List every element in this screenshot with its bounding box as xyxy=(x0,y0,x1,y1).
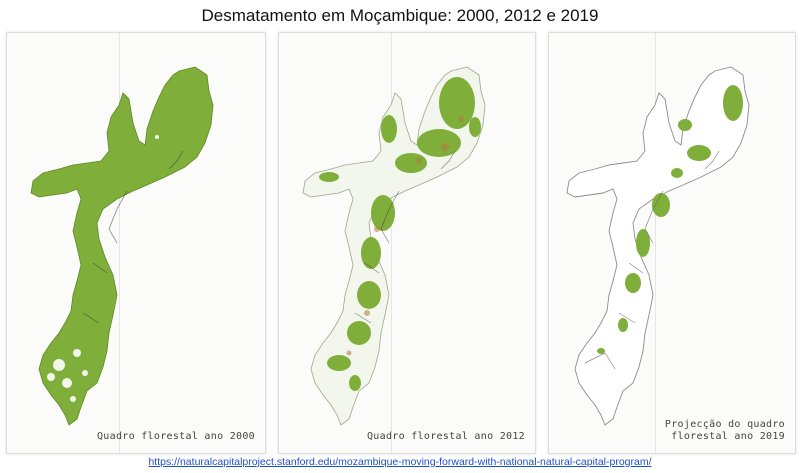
source-citation: https://naturalcapitalproject.stanford.e… xyxy=(0,456,800,468)
map-panel-2012: Quadro florestal ano 2012 xyxy=(278,32,536,454)
caption-line: Projecção do quadro xyxy=(664,419,785,430)
map-caption-2000: Quadro florestal ano 2000 xyxy=(97,431,255,443)
map-caption-2019: Projecção do quadro florestal ano 2019 xyxy=(665,419,785,443)
map-panel-2019: Projecção do quadro florestal ano 2019 xyxy=(548,32,796,454)
province-borders xyxy=(354,150,456,324)
mozambique-map-2019 xyxy=(566,66,750,426)
degraded-patches-2012 xyxy=(346,116,464,356)
map-grid-line xyxy=(391,33,392,453)
caption-line: Quadro florestal ano 2000 xyxy=(96,431,255,442)
caption-line: Quadro florestal ano 2012 xyxy=(366,431,525,442)
forest-patches-2019 xyxy=(597,85,743,354)
map-panel-2000: Quadro florestal ano 2000 xyxy=(6,32,266,454)
forest-patches-2012 xyxy=(319,77,481,391)
map-grid-line xyxy=(655,33,656,453)
deforestation-patches-2000 xyxy=(44,135,159,402)
map-caption-2012: Quadro florestal ano 2012 xyxy=(367,431,525,443)
mozambique-map-2012 xyxy=(302,66,486,426)
province-borders xyxy=(82,150,184,324)
mozambique-outline xyxy=(566,66,750,426)
caption-line: florestal ano 2019 xyxy=(671,431,785,442)
source-link[interactable]: https://naturalcapitalproject.stanford.e… xyxy=(148,456,652,468)
province-borders xyxy=(584,150,720,370)
map-grid-line xyxy=(119,33,120,453)
figure-title: Desmatamento em Moçambique: 2000, 2012 e… xyxy=(201,6,599,25)
mozambique-forest-area xyxy=(30,66,214,426)
mozambique-map-2000 xyxy=(30,66,214,426)
